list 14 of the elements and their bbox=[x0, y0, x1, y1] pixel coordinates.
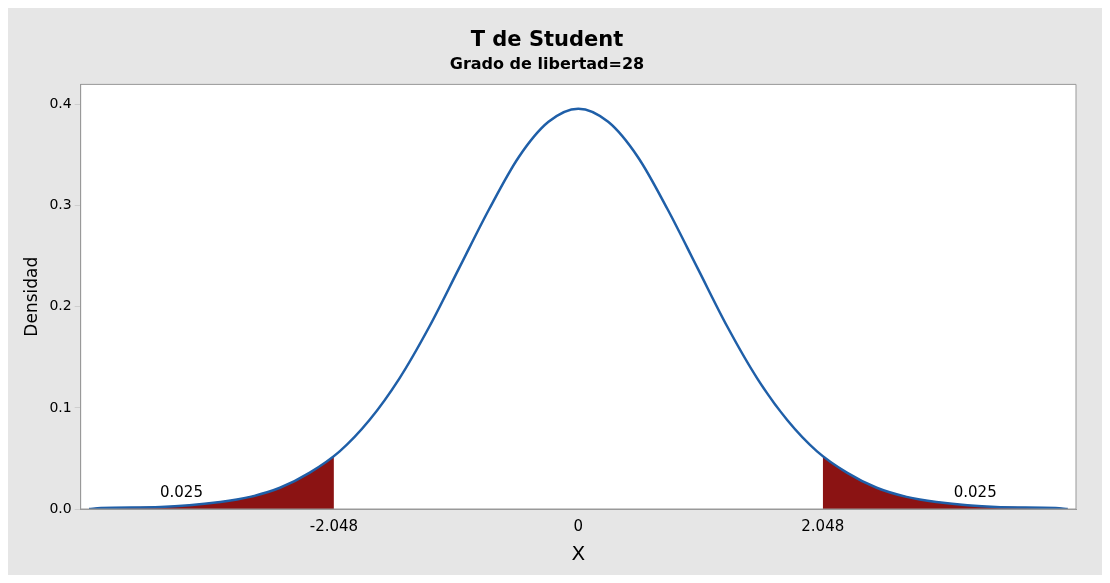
x-tick-label: -2.048 bbox=[309, 516, 359, 535]
annotation: 0.025 bbox=[953, 483, 997, 502]
y-tick-label: 0.3 bbox=[49, 196, 72, 213]
chart-title: T de Student bbox=[470, 27, 624, 52]
y-tick-label: 0.1 bbox=[49, 398, 72, 415]
annotation: 0.025 bbox=[159, 483, 203, 502]
y-tick-label: 0.4 bbox=[49, 95, 72, 112]
y-axis-title: Densidad bbox=[20, 256, 41, 337]
x-axis-title: X bbox=[571, 541, 586, 566]
y-tick-label: 0.0 bbox=[49, 499, 72, 516]
x-tick-label: 2.048 bbox=[801, 516, 845, 535]
chart-subtitle: Grado de libertad=28 bbox=[449, 53, 645, 73]
y-tick-label: 0.2 bbox=[49, 297, 72, 314]
x-tick-label: 0 bbox=[573, 516, 584, 535]
